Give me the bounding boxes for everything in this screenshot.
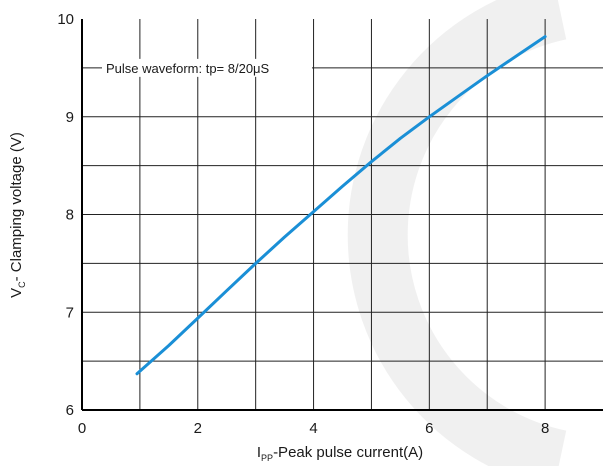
y-axis-label-main: V <box>8 288 25 298</box>
y-tick-label: 6 <box>66 402 74 419</box>
x-axis-label-main: I <box>257 444 261 461</box>
annotation-bg <box>102 58 312 77</box>
y-tick-label: 10 <box>57 11 74 28</box>
axes <box>81 19 603 411</box>
y-tick-label: 8 <box>66 207 74 224</box>
x-tick-labels: 0 2 4 6 8 <box>78 420 549 437</box>
y-tick-label: 9 <box>66 109 74 126</box>
x-tick-label: 8 <box>541 420 549 437</box>
y-axis-label: VC- Clamping voltage (V) <box>8 132 27 298</box>
y-tick-labels: 6 7 8 9 10 <box>57 11 74 419</box>
grid <box>82 19 603 410</box>
x-tick-label: 0 <box>78 420 86 437</box>
watermark <box>347 0 567 466</box>
x-axis-label-rest: -Peak pulse current(A) <box>273 444 423 461</box>
x-tick-label: 4 <box>309 420 317 437</box>
annotation: Pulse waveform: tp= 8/20μS <box>102 58 312 77</box>
series-line <box>135 35 547 376</box>
x-tick-label: 2 <box>194 420 202 437</box>
axis-labels: IPP-Peak pulse current(A) VC- Clamping vo… <box>8 132 423 463</box>
annotation-text: Pulse waveform: tp= 8/20μS <box>106 61 270 76</box>
x-tick-label: 6 <box>425 420 433 437</box>
x-axis-label-sub: PP <box>261 453 273 463</box>
y-axis-label-sub: C <box>17 281 27 288</box>
series <box>135 35 547 376</box>
x-axis-label: IPP-Peak pulse current(A) <box>257 444 423 463</box>
y-axis-label-rest: - Clamping voltage (V) <box>8 132 25 281</box>
y-tick-label: 7 <box>66 304 74 321</box>
